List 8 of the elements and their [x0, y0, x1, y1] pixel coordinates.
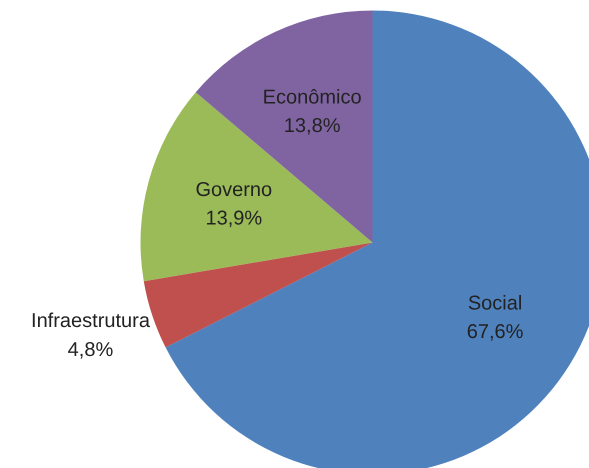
- slice-label: Governo: [195, 179, 272, 202]
- data-label: 67,6%: [466, 321, 524, 344]
- data-label: 13,9%: [205, 208, 262, 230]
- data-label: 13,8%: [284, 115, 341, 138]
- slice-label: Infraestrutura: [31, 310, 151, 332]
- slice-label: Social: [468, 292, 522, 314]
- data-label: 4,8%: [68, 338, 114, 361]
- slice-label: Econômico: [262, 86, 362, 109]
